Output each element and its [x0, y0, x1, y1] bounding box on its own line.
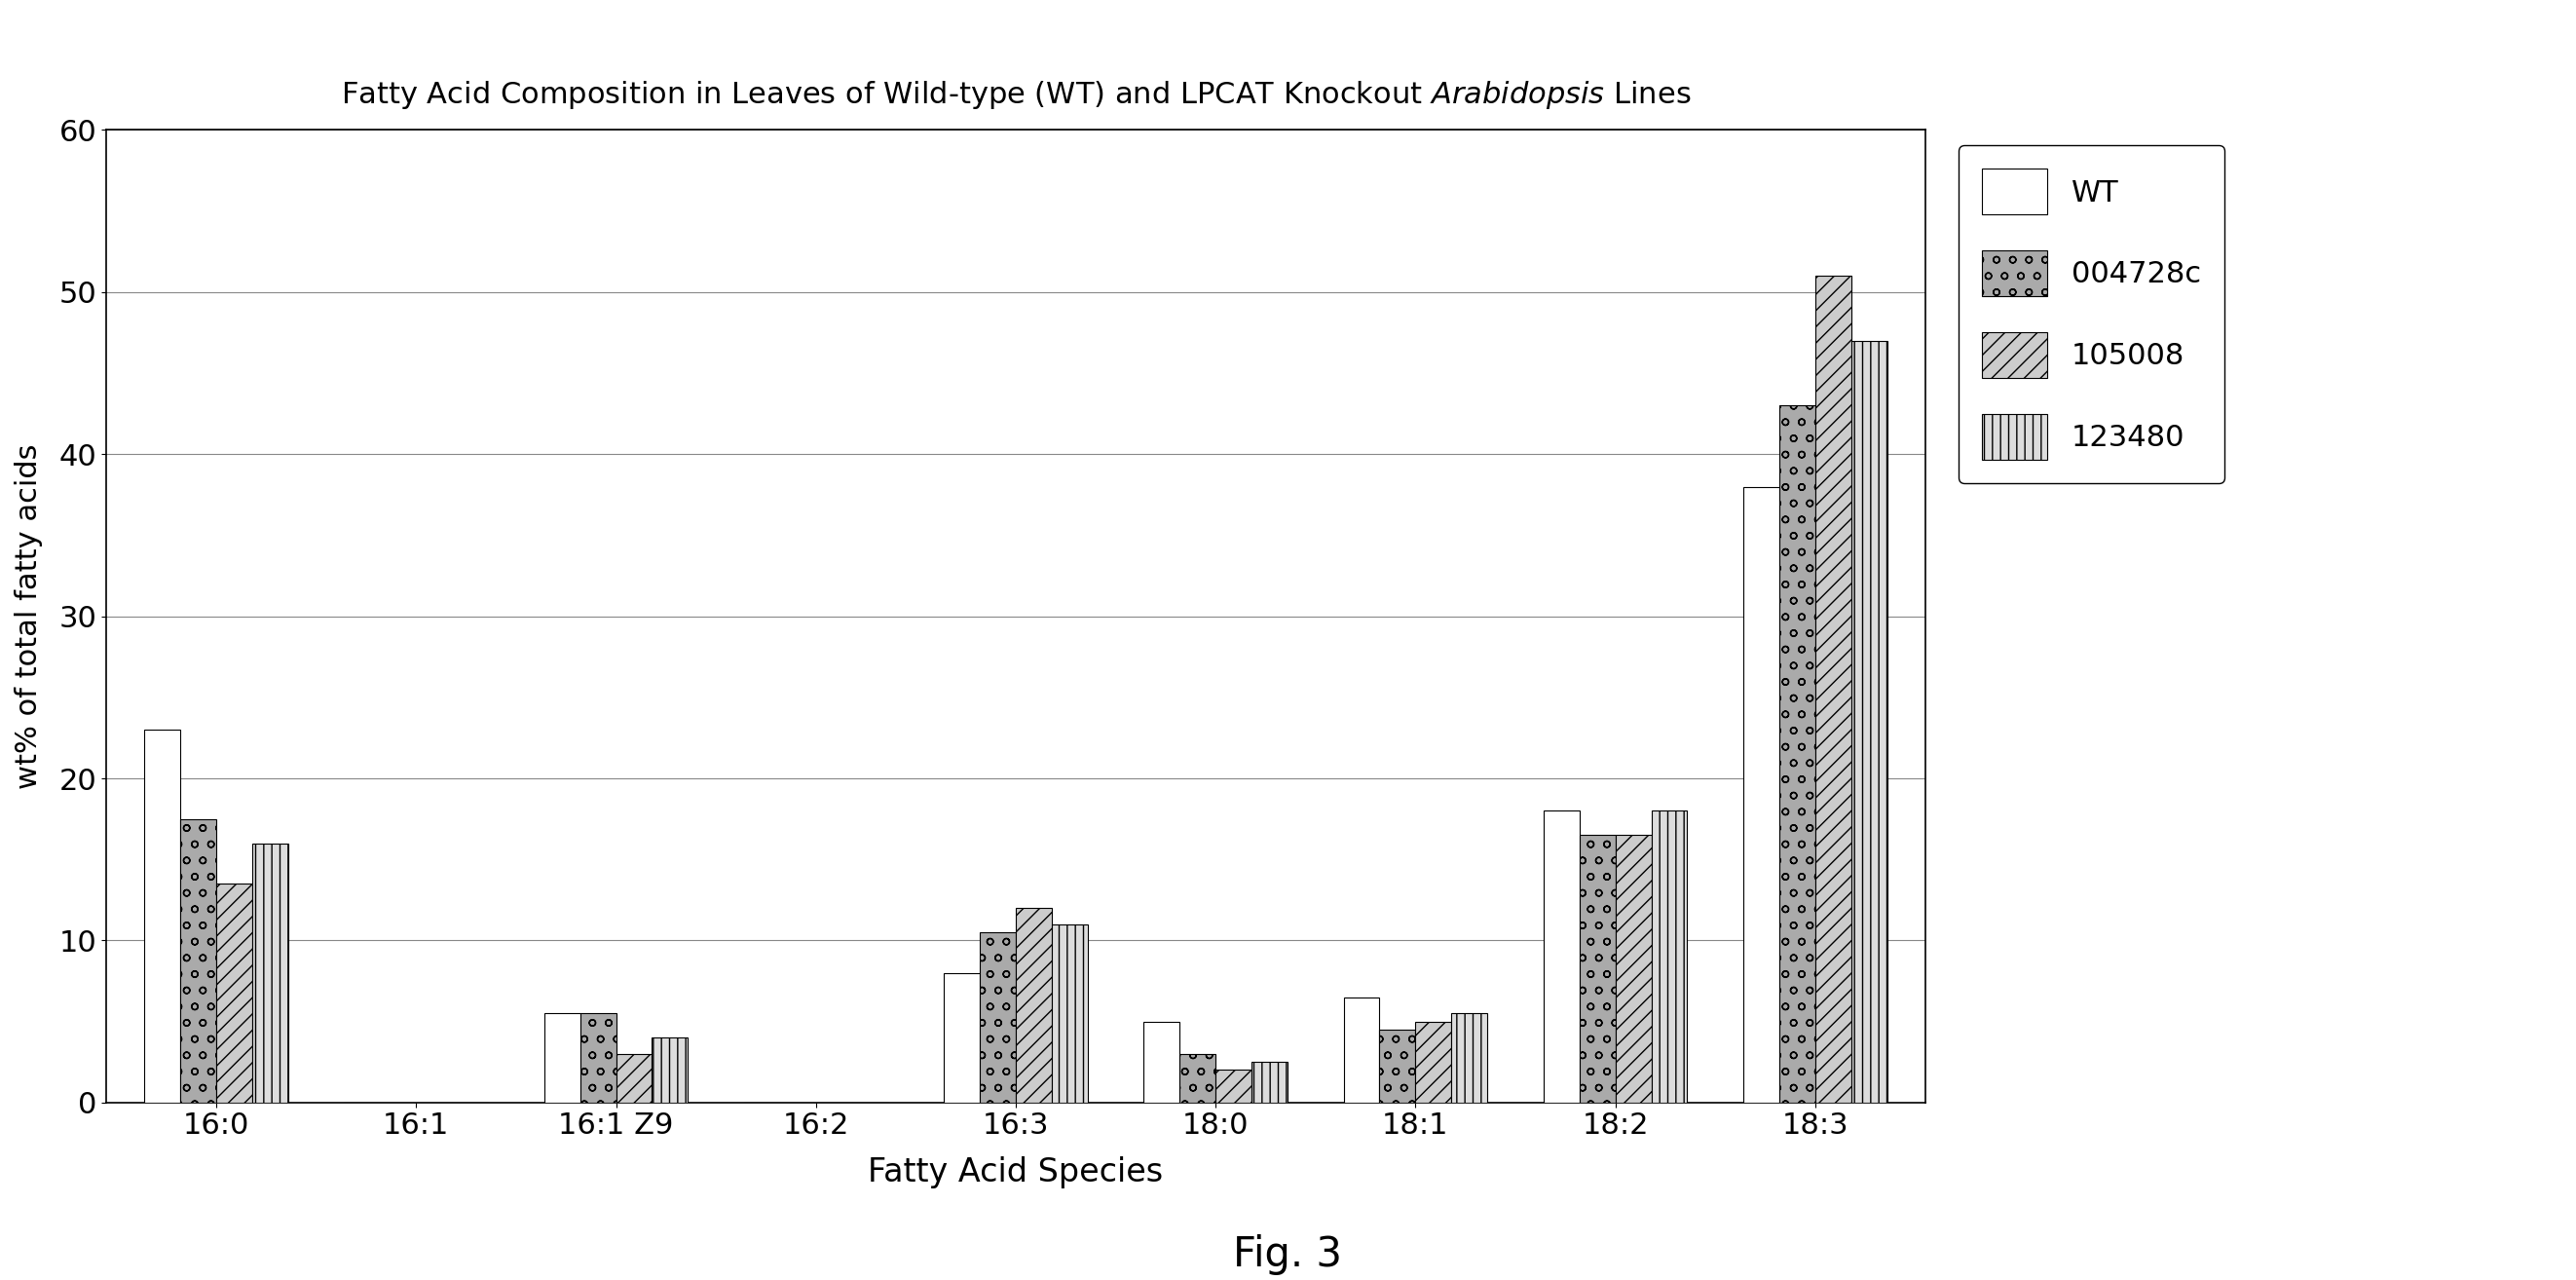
Bar — [1852, 340, 1888, 1102]
Bar — [180, 819, 216, 1102]
Bar — [144, 730, 180, 1102]
X-axis label: Fatty Acid Species: Fatty Acid Species — [868, 1156, 1164, 1189]
Y-axis label: wt% of total fatty acids: wt% of total fatty acids — [15, 444, 44, 788]
Bar — [1414, 1021, 1450, 1102]
Legend: WT, 004728c, 105008, 123480: WT, 004728c, 105008, 123480 — [1958, 145, 2226, 484]
Text: Fig. 3: Fig. 3 — [1234, 1234, 1342, 1275]
Bar — [1615, 835, 1651, 1102]
Bar — [1345, 997, 1381, 1102]
Bar — [1381, 1029, 1414, 1102]
Bar — [616, 1053, 652, 1102]
Bar — [1180, 1053, 1216, 1102]
Bar — [1252, 1062, 1288, 1102]
Bar — [1450, 1014, 1486, 1102]
Bar — [1780, 406, 1816, 1102]
Bar — [943, 973, 979, 1102]
Bar — [1816, 276, 1852, 1102]
Bar — [652, 1038, 688, 1102]
Bar — [1051, 924, 1087, 1102]
Bar — [1543, 810, 1579, 1102]
Bar — [216, 883, 252, 1102]
Bar — [252, 844, 289, 1102]
Bar — [1216, 1070, 1252, 1102]
Bar — [1651, 810, 1687, 1102]
Bar — [979, 932, 1015, 1102]
Bar — [1144, 1021, 1180, 1102]
Bar — [1744, 486, 1780, 1102]
Bar — [1015, 908, 1051, 1102]
Title: Fatty Acid Composition in Leaves of Wild-type (WT) and LPCAT Knockout $\it{Arabi: Fatty Acid Composition in Leaves of Wild… — [340, 78, 1690, 111]
Bar — [544, 1014, 580, 1102]
Bar — [580, 1014, 616, 1102]
Bar — [1579, 835, 1615, 1102]
